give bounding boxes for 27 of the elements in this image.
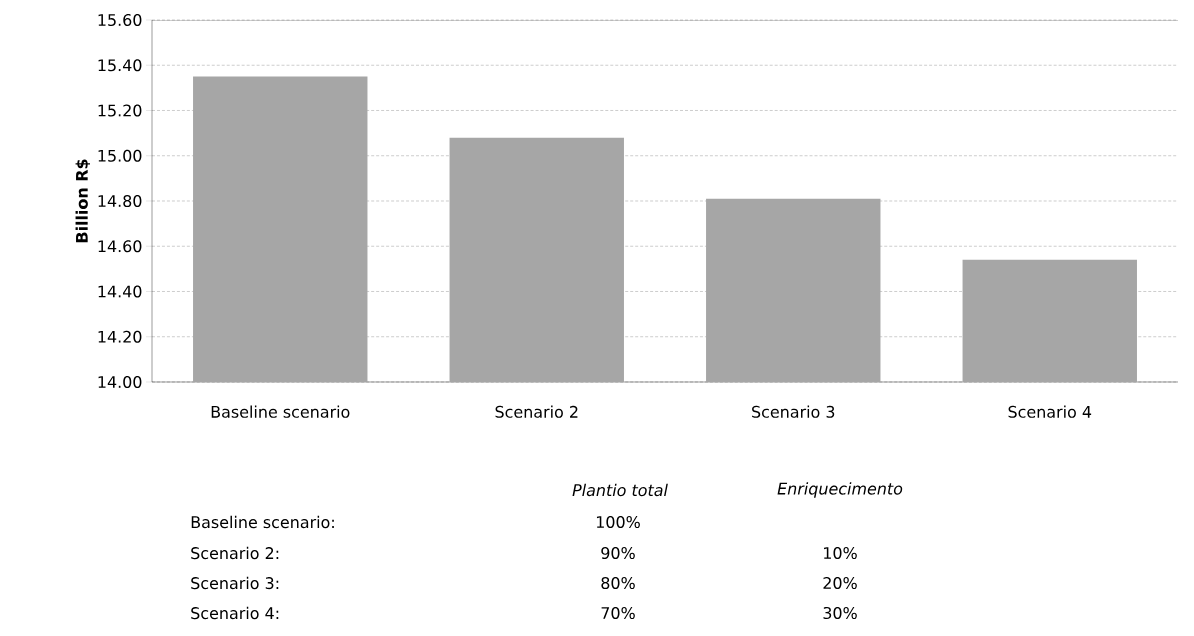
x-tick-label: Scenario 2 bbox=[495, 405, 578, 418]
x-tick-label: Scenario 3 bbox=[752, 405, 835, 418]
y-tick-label: 14.00 bbox=[98, 375, 142, 389]
y-tick-label: 14.80 bbox=[98, 194, 142, 208]
text: Scenario 4: bbox=[191, 606, 279, 620]
text: 80% bbox=[601, 576, 635, 590]
text: Scenario 3: bbox=[191, 576, 279, 590]
text: 70% bbox=[601, 606, 635, 620]
text: 100% bbox=[596, 515, 640, 529]
y-tick-label: 15.60 bbox=[98, 13, 142, 27]
text: 20% bbox=[823, 576, 857, 590]
text: Scenario 2: bbox=[191, 546, 279, 560]
y-tick-label: 15.00 bbox=[98, 149, 142, 162]
text: Baseline scenario: bbox=[191, 515, 334, 529]
y-tick-label: 14.40 bbox=[98, 285, 142, 298]
y-tick-label: 15.20 bbox=[98, 104, 142, 117]
y-tick-label: 15.40 bbox=[98, 59, 142, 72]
text: Enriquecimento bbox=[777, 482, 903, 498]
y-axis-title: Billion R$ bbox=[75, 159, 91, 243]
text: 90% bbox=[601, 546, 635, 560]
text: 30% bbox=[823, 606, 857, 620]
text: Plantio total bbox=[572, 483, 668, 497]
x-tick-label: Scenario 4 bbox=[1008, 405, 1092, 418]
x-tick-label: Baseline scenario bbox=[211, 405, 350, 418]
y-tick-label: 14.60 bbox=[98, 240, 142, 253]
y-tick-label: 14.20 bbox=[98, 330, 142, 343]
text: 10% bbox=[824, 546, 857, 560]
